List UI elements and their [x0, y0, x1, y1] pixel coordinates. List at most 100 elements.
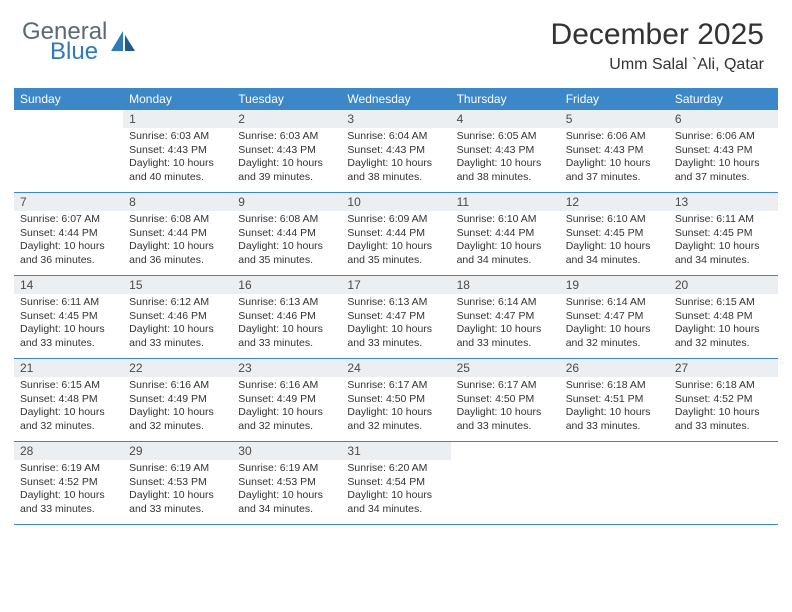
sunrise-text: Sunrise: 6:06 AM: [566, 130, 663, 144]
sunset-text: Sunset: 4:46 PM: [238, 310, 335, 324]
sunrise-text: Sunrise: 6:10 AM: [566, 213, 663, 227]
daylight-text: Daylight: 10 hours and 36 minutes.: [129, 240, 226, 267]
day-cell: 8Sunrise: 6:08 AMSunset: 4:44 PMDaylight…: [123, 193, 232, 275]
sunset-text: Sunset: 4:51 PM: [566, 393, 663, 407]
sunset-text: Sunset: 4:47 PM: [566, 310, 663, 324]
sunrise-text: Sunrise: 6:18 AM: [566, 379, 663, 393]
day-cell: 19 Sunrise: 6:14 AMSunset: 4:47 PMDayligh…: [560, 276, 669, 358]
day-cell: 14Sunrise: 6:11 AMSunset: 4:45 PMDayligh…: [14, 276, 123, 358]
daylight-text: Daylight: 10 hours and 33 minutes.: [457, 323, 554, 350]
day-cell: 5Sunrise: 6:06 AMSunset: 4:43 PMDaylight…: [560, 110, 669, 192]
sunset-text: Sunset: 4:43 PM: [566, 144, 663, 158]
day-cell: 30Sunrise: 6:19 AMSunset: 4:53 PMDayligh…: [232, 442, 341, 524]
sunset-text: Sunset: 4:50 PM: [347, 393, 444, 407]
day-body: Sunrise: 6:03 AMSunset: 4:43 PMDaylight:…: [232, 128, 341, 189]
sunrise-text: Sunrise: 6:17 AM: [347, 379, 444, 393]
sunrise-text: Sunrise: 6:08 AM: [129, 213, 226, 227]
sunset-text: Sunset: 4:53 PM: [129, 476, 226, 490]
day-cell: 21Sunrise: 6:15 AMSunset: 4:48 PMDayligh…: [14, 359, 123, 441]
sail-icon: [109, 29, 139, 60]
day-number: 12: [560, 193, 669, 211]
daylight-text: Daylight: 10 hours and 37 minutes.: [566, 157, 663, 184]
day-cell: [14, 110, 123, 192]
day-number: 15: [123, 276, 232, 294]
day-number: 27: [669, 359, 778, 377]
day-body: Sunrise: 6:08 AMSunset: 4:44 PMDaylight:…: [123, 211, 232, 272]
sunrise-text: Sunrise: 6:10 AM: [457, 213, 554, 227]
day-cell: 13Sunrise: 6:11 AMSunset: 4:45 PMDayligh…: [669, 193, 778, 275]
sunrise-text: Sunrise: 6:14 AM: [566, 296, 663, 310]
sunset-text: Sunset: 4:46 PM: [129, 310, 226, 324]
sunrise-text: Sunrise: 6:16 AM: [238, 379, 335, 393]
day-body: Sunrise: 6:17 AMSunset: 4:50 PMDaylight:…: [451, 377, 560, 438]
daylight-text: Daylight: 10 hours and 40 minutes.: [129, 157, 226, 184]
day-body: Sunrise: 6:10 AMSunset: 4:44 PMDaylight:…: [451, 211, 560, 272]
day-cell: [669, 442, 778, 524]
day-number: 16: [232, 276, 341, 294]
week-row: 14Sunrise: 6:11 AMSunset: 4:45 PMDayligh…: [14, 276, 778, 359]
day-body: Sunrise: 6:06 AMSunset: 4:43 PMDaylight:…: [669, 128, 778, 189]
daylight-text: Daylight: 10 hours and 33 minutes.: [129, 323, 226, 350]
daylight-text: Daylight: 10 hours and 33 minutes.: [20, 489, 117, 516]
day-number: 14: [14, 276, 123, 294]
sunset-text: Sunset: 4:43 PM: [129, 144, 226, 158]
day-number: 11: [451, 193, 560, 211]
daylight-text: Daylight: 10 hours and 39 minutes.: [238, 157, 335, 184]
daylight-text: Daylight: 10 hours and 34 minutes.: [457, 240, 554, 267]
day-cell: 18Sunrise: 6:14 AMSunset: 4:47 PMDayligh…: [451, 276, 560, 358]
dow-saturday: Saturday: [669, 88, 778, 110]
day-cell: 10Sunrise: 6:09 AMSunset: 4:44 PMDayligh…: [341, 193, 450, 275]
day-number: 7: [14, 193, 123, 211]
day-number: 10: [341, 193, 450, 211]
week-row: 1Sunrise: 6:03 AMSunset: 4:43 PMDaylight…: [14, 110, 778, 193]
sunset-text: Sunset: 4:44 PM: [129, 227, 226, 241]
daylight-text: Daylight: 10 hours and 32 minutes.: [347, 406, 444, 433]
daylight-text: Daylight: 10 hours and 38 minutes.: [457, 157, 554, 184]
daylight-text: Daylight: 10 hours and 34 minutes.: [347, 489, 444, 516]
day-body: Sunrise: 6:19 AMSunset: 4:53 PMDaylight:…: [123, 460, 232, 521]
day-number: 25: [451, 359, 560, 377]
day-cell: 25Sunrise: 6:17 AMSunset: 4:50 PMDayligh…: [451, 359, 560, 441]
day-body: Sunrise: 6:04 AMSunset: 4:43 PMDaylight:…: [341, 128, 450, 189]
day-number: 8: [123, 193, 232, 211]
day-cell: 27Sunrise: 6:18 AMSunset: 4:52 PMDayligh…: [669, 359, 778, 441]
day-cell: [451, 442, 560, 524]
sunrise-text: Sunrise: 6:19 AM: [20, 462, 117, 476]
daylight-text: Daylight: 10 hours and 37 minutes.: [675, 157, 772, 184]
day-number: 24: [341, 359, 450, 377]
day-body: Sunrise: 6:15 AMSunset: 4:48 PMDaylight:…: [669, 294, 778, 355]
day-cell: 3Sunrise: 6:04 AMSunset: 4:43 PMDaylight…: [341, 110, 450, 192]
sunset-text: Sunset: 4:48 PM: [675, 310, 772, 324]
day-number: 20: [669, 276, 778, 294]
calendar: Sunday Monday Tuesday Wednesday Thursday…: [14, 88, 778, 525]
daylight-text: Daylight: 10 hours and 33 minutes.: [20, 323, 117, 350]
day-cell: 29Sunrise: 6:19 AMSunset: 4:53 PMDayligh…: [123, 442, 232, 524]
sunrise-text: Sunrise: 6:07 AM: [20, 213, 117, 227]
sunset-text: Sunset: 4:47 PM: [457, 310, 554, 324]
day-number: 26: [560, 359, 669, 377]
sunrise-text: Sunrise: 6:18 AM: [675, 379, 772, 393]
day-body: Sunrise: 6:09 AMSunset: 4:44 PMDaylight:…: [341, 211, 450, 272]
daylight-text: Daylight: 10 hours and 34 minutes.: [238, 489, 335, 516]
sunset-text: Sunset: 4:54 PM: [347, 476, 444, 490]
daylight-text: Daylight: 10 hours and 33 minutes.: [457, 406, 554, 433]
day-body: Sunrise: 6:20 AMSunset: 4:54 PMDaylight:…: [341, 460, 450, 521]
day-body: Sunrise: 6:14 AMSunset: 4:47 PMDaylight:…: [451, 294, 560, 355]
day-body: Sunrise: 6:19 AMSunset: 4:52 PMDaylight:…: [14, 460, 123, 521]
day-body: Sunrise: 6:08 AMSunset: 4:44 PMDaylight:…: [232, 211, 341, 272]
sunrise-text: Sunrise: 6:14 AM: [457, 296, 554, 310]
day-body: Sunrise: 6:13 AMSunset: 4:46 PMDaylight:…: [232, 294, 341, 355]
day-cell: 26Sunrise: 6:18 AMSunset: 4:51 PMDayligh…: [560, 359, 669, 441]
sunset-text: Sunset: 4:43 PM: [238, 144, 335, 158]
title-block: December 2025 Umm Salal `Ali, Qatar: [551, 18, 764, 74]
daylight-text: Daylight: 10 hours and 32 minutes.: [566, 323, 663, 350]
day-number: 3: [341, 110, 450, 128]
sunrise-text: Sunrise: 6:15 AM: [20, 379, 117, 393]
day-cell: 15Sunrise: 6:12 AMSunset: 4:46 PMDayligh…: [123, 276, 232, 358]
day-body: Sunrise: 6:15 AMSunset: 4:48 PMDaylight:…: [14, 377, 123, 438]
location: Umm Salal `Ali, Qatar: [551, 56, 764, 74]
day-cell: 9Sunrise: 6:08 AMSunset: 4:44 PMDaylight…: [232, 193, 341, 275]
dow-tuesday: Tuesday: [232, 88, 341, 110]
day-number: 30: [232, 442, 341, 460]
day-number: 19: [560, 276, 669, 294]
